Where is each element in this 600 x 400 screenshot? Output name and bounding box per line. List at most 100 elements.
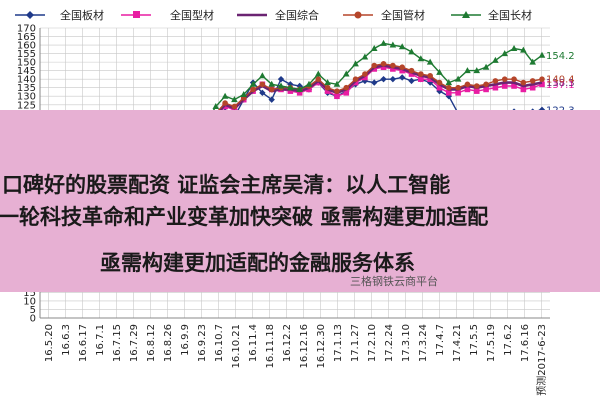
- x-tick-label: 16.6.17: [78, 324, 89, 362]
- data-point: [352, 76, 359, 82]
- end-value-label-long: 154.2: [546, 51, 575, 62]
- legend-item-section: 全国型材: [121, 8, 214, 22]
- data-point: [231, 107, 238, 113]
- x-tick-label: 17.1.27: [350, 324, 361, 362]
- x-tick-label: 16.12.30: [316, 324, 327, 369]
- data-point: [399, 64, 405, 71]
- data-point: [398, 74, 406, 81]
- data-point: [343, 84, 350, 91]
- data-point: [343, 90, 350, 96]
- x-tick-label: 16.9.23: [197, 324, 208, 362]
- data-point: [370, 44, 378, 51]
- data-point: [380, 61, 387, 67]
- data-point: [250, 86, 256, 93]
- x-tick-label: 16.10.21: [231, 324, 242, 369]
- x-tick-label: 17.6.16: [520, 324, 531, 362]
- x-tick-label: 16.10.7: [214, 324, 225, 362]
- banner-line-2: 一轮科技革命和产业变革加快突破 亟需构建更加适配: [0, 205, 488, 229]
- data-point: [418, 71, 424, 77]
- data-point: [492, 84, 499, 91]
- data-point: [445, 84, 452, 91]
- y-tick-label: 170: [17, 24, 36, 35]
- x-tick-label: 16.12.2: [282, 324, 293, 362]
- data-point: [511, 83, 517, 89]
- data-point: [427, 76, 433, 82]
- x-tick-label: 17.5.19: [486, 324, 497, 362]
- data-point: [464, 81, 471, 88]
- data-point: [371, 62, 378, 69]
- data-point: [408, 48, 415, 55]
- data-point: [539, 81, 545, 88]
- data-point: [389, 75, 397, 83]
- x-tick-label: 16.11.18: [265, 324, 276, 369]
- legend: 全国板材 全国型材 全国综合 全国管材 全国长材: [15, 8, 532, 22]
- data-point: [436, 79, 443, 86]
- data-point: [231, 103, 238, 110]
- x-tick-label: 17.2.10: [367, 324, 378, 362]
- data-point: [324, 88, 331, 94]
- data-point: [455, 90, 461, 96]
- data-point: [520, 86, 527, 93]
- data-point: [529, 84, 536, 91]
- y-tick-label: 140: [17, 75, 36, 86]
- data-point: [287, 88, 294, 94]
- x-tick-label: 16.7.29: [129, 324, 140, 362]
- data-point: [361, 53, 369, 60]
- y-tick-label: 5: [30, 305, 36, 316]
- data-point: [259, 81, 266, 88]
- data-point: [259, 89, 266, 97]
- legend-label-long: 全国长材: [488, 8, 532, 22]
- x-tick-label: 17.5.5: [469, 324, 480, 356]
- x-tick-label: 16.8.26: [163, 324, 174, 362]
- data-point: [287, 84, 294, 91]
- y-tick-label: 125: [17, 100, 36, 111]
- y-tick-label: 15: [23, 288, 36, 299]
- data-point: [408, 67, 415, 74]
- y-tick-label: 160: [17, 41, 36, 52]
- legend-label-sheet: 全国板材: [60, 8, 104, 22]
- data-point: [492, 78, 499, 84]
- data-point: [390, 66, 396, 72]
- data-point: [482, 63, 490, 70]
- data-point: [249, 80, 257, 87]
- data-point: [362, 74, 368, 81]
- data-point: [483, 86, 489, 93]
- data-point: [380, 39, 387, 46]
- data-point: [501, 50, 509, 57]
- data-point: [268, 86, 275, 93]
- x-tick-label: 17.6.2: [503, 324, 514, 356]
- data-point: [464, 67, 471, 74]
- data-point: [240, 91, 248, 98]
- x-tick-label: 17.3.24: [418, 324, 429, 362]
- data-point: [436, 68, 443, 75]
- data-point: [259, 72, 266, 79]
- data-point: [408, 77, 415, 85]
- x-tick-label: 17.4.21: [452, 324, 463, 362]
- data-point: [427, 72, 433, 79]
- x-tick-label: 16.5.20: [44, 324, 55, 362]
- data-point: [445, 79, 453, 86]
- data-point: [324, 84, 331, 91]
- legend-label-section: 全国型材: [170, 8, 214, 22]
- data-point: [380, 64, 387, 71]
- overlay-banner-band: [0, 110, 600, 292]
- x-tick-label: 17.1.13: [333, 324, 344, 362]
- x-tick-label: 预测2017-6-23: [535, 324, 548, 396]
- data-point: [212, 102, 220, 109]
- data-point: [306, 86, 312, 93]
- x-tick-label: 16.8.12: [146, 324, 157, 362]
- data-point: [436, 84, 443, 91]
- data-point: [399, 67, 405, 74]
- x-tick-label: 16.9.9: [180, 324, 191, 356]
- data-point: [426, 58, 434, 65]
- data-point: [538, 51, 546, 58]
- data-point: [501, 76, 508, 82]
- y-tick-label: 165: [17, 32, 36, 43]
- data-point: [418, 76, 424, 82]
- y-tick-label: 10: [23, 296, 36, 307]
- x-tick-label: 16.7.1: [95, 324, 106, 356]
- data-point: [362, 71, 368, 77]
- data-point: [342, 70, 350, 77]
- data-point: [315, 76, 322, 82]
- x-axis: 16.5.20 16.6.3 16.6.17 16.7.1 16.7.15 16.7.29…: [40, 317, 550, 396]
